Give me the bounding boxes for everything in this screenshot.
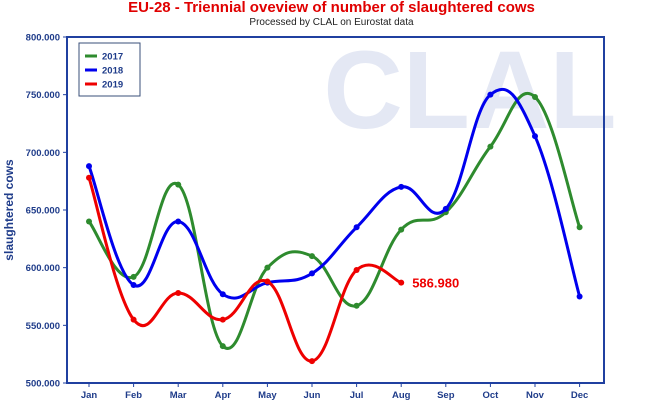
data-point-2018: [130, 281, 137, 288]
data-point-2017: [487, 143, 494, 150]
data-point-2018: [576, 293, 583, 300]
data-point-2019: [130, 316, 137, 323]
y-tick-label: 550.000: [26, 321, 60, 332]
clal-watermark-logo: CLAL: [323, 29, 616, 152]
legend-label-2019: 2019: [102, 80, 123, 91]
y-tick-label: 700.000: [26, 148, 60, 159]
data-point-2017: [398, 226, 405, 233]
data-point-2018: [309, 270, 315, 277]
data-point-2019: [86, 174, 92, 181]
x-tick-label: Nov: [526, 390, 545, 401]
y-tick-label: 600.000: [26, 263, 60, 274]
data-point-2017: [576, 224, 583, 231]
x-tick-label: Aug: [392, 390, 411, 401]
data-point-2018: [442, 205, 449, 212]
y-axis: 500.000 550.000 600.000 650.000 700.000 750.0…: [26, 33, 67, 390]
x-tick-label: Apr: [215, 390, 232, 401]
last-value-label: 586.980: [412, 276, 459, 291]
data-point-2017: [532, 93, 538, 100]
annotation-layer: 586.980: [412, 276, 459, 291]
data-point-2018: [353, 224, 360, 231]
data-point-2019: [309, 358, 315, 365]
data-point-2018: [532, 133, 538, 140]
data-point-2019: [175, 290, 182, 297]
data-point-2018: [219, 291, 226, 298]
data-point-2019: [398, 279, 405, 286]
x-tick-label: Jul: [350, 390, 364, 401]
legend: 2017 2018 2019: [78, 42, 141, 97]
chart-subtitle: Processed by CLAL on Eurostat data: [249, 17, 414, 28]
x-tick-label: Mar: [170, 390, 187, 401]
data-point-2018: [487, 91, 494, 98]
data-point-2019: [219, 316, 226, 323]
x-tick-label: Jan: [81, 390, 98, 401]
y-tick-label: 650.000: [26, 206, 60, 217]
data-point-2017: [353, 302, 360, 309]
x-tick-label: Feb: [125, 390, 142, 401]
x-tick-label: Oct: [482, 390, 499, 401]
data-point-2017: [86, 218, 92, 225]
series-line-2017: [87, 92, 582, 350]
data-point-2018: [86, 163, 92, 170]
legend-label-2017: 2017: [102, 52, 123, 63]
data-point-2018: [175, 218, 182, 225]
data-point-2017: [264, 264, 271, 271]
data-point-2017: [309, 253, 315, 260]
series-line-2018: [87, 88, 582, 300]
x-tick-label: Sep: [437, 390, 455, 401]
x-axis: Jan Feb Mar Apr May Jun Jul Aug Sep Oct Nov Dec: [81, 383, 588, 401]
y-tick-label: 750.000: [26, 90, 60, 101]
data-point-2018: [398, 183, 405, 190]
data-point-2019: [353, 266, 360, 273]
y-tick-label: 500.000: [26, 379, 60, 390]
legend-label-2018: 2018: [102, 66, 123, 77]
data-point-2019: [264, 278, 271, 285]
x-tick-label: Jun: [304, 390, 321, 401]
x-tick-label: May: [258, 390, 277, 401]
data-point-2017: [219, 343, 226, 350]
y-tick-label: 800.000: [26, 33, 60, 44]
x-tick-label: Dec: [571, 390, 588, 401]
y-axis-label: slaughtered cows: [2, 159, 16, 261]
chart-title: EU-28 - Triennial oveview of number of s…: [128, 0, 535, 16]
data-point-2017: [130, 273, 137, 280]
data-point-2017: [175, 181, 182, 188]
series-layer: [86, 88, 583, 365]
